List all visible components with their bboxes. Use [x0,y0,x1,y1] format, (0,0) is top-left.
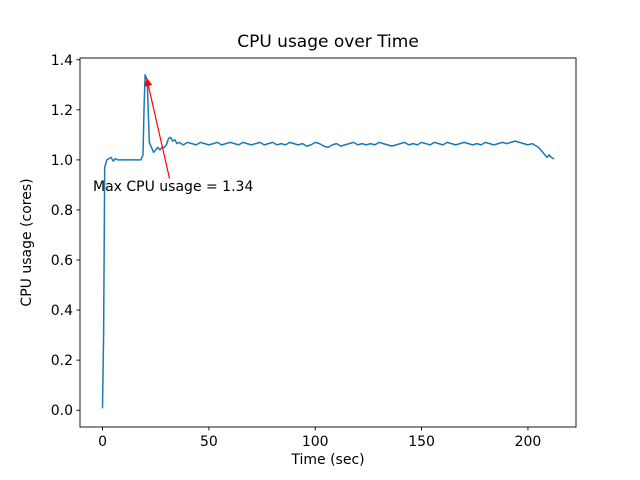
x-tick-label: 100 [302,434,329,450]
x-tick-label: 200 [515,434,542,450]
y-axis-label: CPU usage (cores) [19,178,35,306]
chart-title: CPU usage over Time [237,32,419,52]
axes-ticks: 0 50 100 150 200 0.0 0.2 0.4 0.6 0.8 1.0 1.2 1.4 [51,53,542,450]
max-cpu-annotation: Max CPU usage = 1.34 [93,179,253,195]
x-tick-label: 0 [98,434,107,450]
x-tick-label: 50 [200,434,218,450]
x-tick-label: 150 [408,434,435,450]
y-tick-label: 0.2 [51,353,73,369]
y-tick-label: 1.0 [51,153,73,169]
annotation-arrow-group [144,78,171,179]
plot-area [101,74,555,409]
cpu-usage-line [101,74,555,409]
y-tick-label: 1.2 [51,103,73,119]
y-tick-label: 0.4 [51,303,73,319]
axes-spines [79,57,577,428]
y-tick-label: 0.0 [51,403,73,419]
x-axis-label: Time (sec) [290,452,364,468]
y-tick-label: 1.4 [51,53,73,69]
y-tick-label: 0.6 [51,253,73,269]
annotation-arrow [144,78,171,179]
y-tick-label: 0.8 [51,203,73,219]
axes-frame [79,57,577,428]
